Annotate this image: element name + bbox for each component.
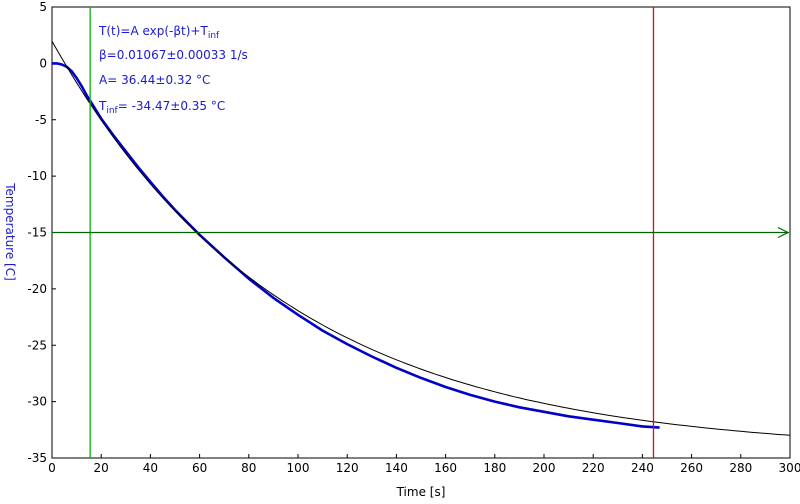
x-tick-label: 20 [94,461,109,475]
tinf-main: T [98,99,107,113]
y-tick-label: -10 [27,169,47,183]
x-tick-label: 280 [729,461,752,475]
x-axis-title: Time [s] [396,485,446,499]
tick-group: 0 20 40 60 80 100 120 140 160 180 200 220 240 260 280 3… [27,0,800,475]
x-tick-label: 0 [48,461,56,475]
y-axis-title: Temperature [C] [3,182,17,281]
x-tick-label: 100 [287,461,310,475]
x-tick-label: 300 [779,461,800,475]
y-tick-label: 5 [39,0,47,14]
x-tick-label: 240 [631,461,654,475]
y-tick-label: -15 [27,226,47,240]
curve-group [51,40,791,436]
cursor-group[interactable] [52,7,790,458]
x-tick-label: 160 [434,461,457,475]
fit-annotation: T(t)=A exp(-βt)+Tinf β=0.01067±0.00033 1… [98,24,248,116]
arrow-right-icon[interactable] [777,226,790,239]
tinf-subscript: inf [106,106,118,116]
y-tick-label: -20 [27,282,47,296]
x-tick-label: 200 [533,461,556,475]
formula-main: T(t)=A exp(-βt)+T [98,24,208,38]
x-tick-label: 180 [483,461,506,475]
tinf-value: = -34.47±0.35 °C [118,99,226,113]
measured-series [52,62,660,429]
x-tick-label: 60 [192,461,207,475]
tinf-text: Tinf= -34.47±0.35 °C [98,99,225,116]
x-tick-label: 140 [385,461,408,475]
y-tick-label: -35 [27,451,47,465]
x-tick-label: 40 [143,461,158,475]
beta-text: β=0.01067±0.00033 1/s [99,48,248,62]
y-tick-label: -30 [27,395,47,409]
x-tick-label: 260 [680,461,703,475]
formula-subscript: inf [208,31,220,41]
y-tick-label: -5 [35,113,47,127]
amplitude-text: A= 36.44±0.32 °C [99,73,210,87]
x-tick-label: 80 [241,461,256,475]
y-tick-label: -25 [27,338,47,352]
formula-text: T(t)=A exp(-βt)+Tinf [98,24,220,41]
fit-curve [51,40,791,436]
y-tick-label: 0 [39,56,47,70]
x-tick-label: 120 [336,461,359,475]
x-tick-label: 220 [582,461,605,475]
